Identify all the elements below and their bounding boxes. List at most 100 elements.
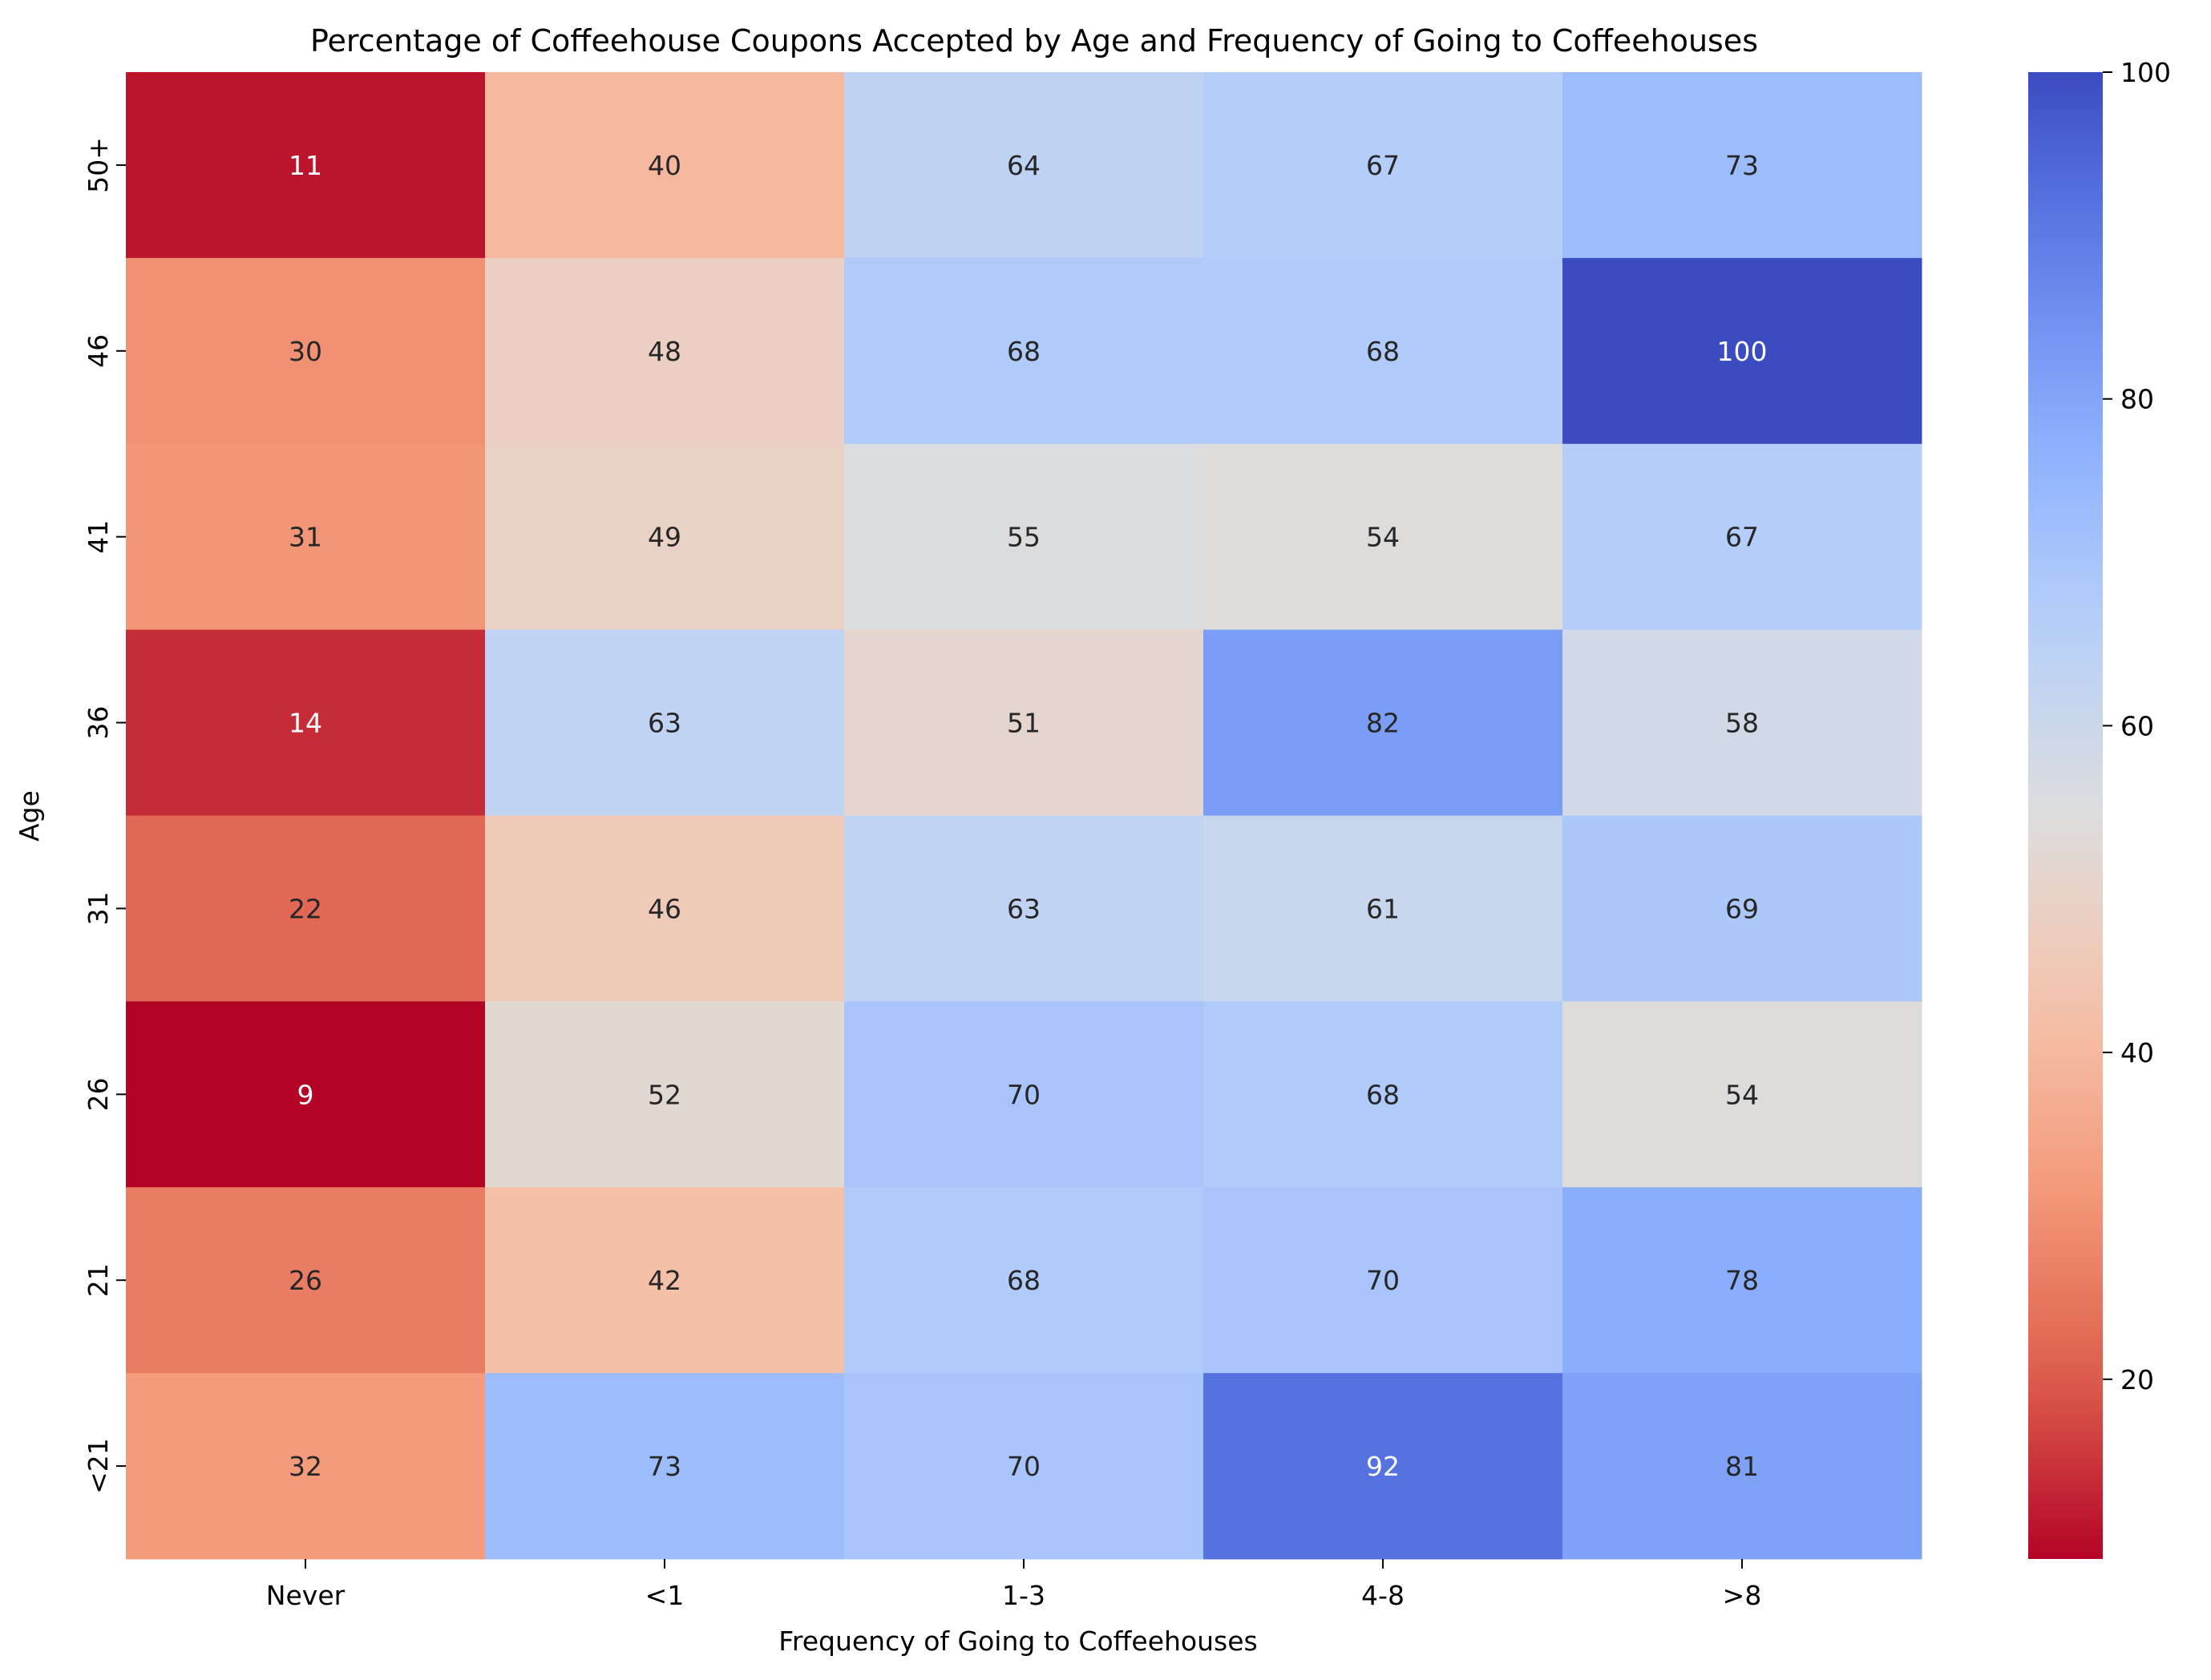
cell-value-label: 63 (648, 708, 681, 739)
cell-value-label: 31 (289, 522, 322, 553)
heatmap-cell (1562, 443, 1922, 631)
heatmap-cell (485, 1373, 845, 1560)
cell-value-label: 73 (648, 1451, 681, 1482)
cell-value-label: 70 (1007, 1079, 1041, 1110)
x-axis-label: Frequency of Going to Coffeehouses (778, 1625, 1257, 1657)
cell-value-label: 40 (648, 150, 681, 181)
heatmap-cell (485, 1001, 845, 1188)
cell-value-label: 67 (1725, 522, 1759, 553)
cell-value-label: 14 (289, 708, 322, 739)
heatmap-cell (1203, 1373, 1563, 1560)
cell-value-label: 70 (1366, 1265, 1400, 1296)
y-tick-label: 21 (83, 1263, 114, 1297)
cell-value-label: 68 (1007, 1265, 1041, 1296)
colorbar-gradient (2028, 72, 2103, 1559)
y-axis: 50+ 46 41 36 31 26 21 <21 (83, 137, 126, 1494)
heatmap-cell (1203, 72, 1563, 259)
y-tick-label: 50+ (83, 137, 114, 193)
cell-value-label: 52 (648, 1079, 681, 1110)
cell-value-label: 64 (1007, 150, 1041, 181)
heatmap-cell (485, 1187, 845, 1374)
cell-value-label: 82 (1366, 708, 1400, 739)
x-tick-label: 1-3 (1002, 1580, 1045, 1611)
heatmap-cell (844, 72, 1204, 259)
x-axis: Never <1 1-3 4-8 >8 (266, 1559, 1762, 1611)
colorbar-tick-label: 80 (2120, 384, 2154, 415)
heatmap-cell (1562, 1001, 1922, 1188)
cell-value-label: 81 (1725, 1451, 1759, 1482)
cell-value-label: 68 (1366, 1079, 1400, 1110)
cell-value-label: 63 (1007, 893, 1041, 924)
heatmap-cell (126, 815, 486, 1002)
heatmap-cell (1203, 815, 1563, 1002)
chart-title: Percentage of Coffeehouse Coupons Accept… (310, 23, 1758, 59)
y-tick-label: 36 (83, 706, 114, 740)
heatmap-cell (844, 443, 1204, 631)
heatmap-cell (844, 1001, 1204, 1188)
heatmap-cell (844, 629, 1204, 816)
cell-value-label: 69 (1725, 893, 1759, 924)
heatmap-cell (485, 72, 845, 259)
heatmap-cell (126, 72, 486, 259)
heatmap-cell (1203, 443, 1563, 631)
cell-value-label: 92 (1366, 1451, 1400, 1482)
y-tick-label: 41 (83, 520, 114, 554)
cell-value-label: 51 (1007, 708, 1041, 739)
heatmap-cell (1203, 1001, 1563, 1188)
heatmap-cell (1562, 1373, 1922, 1560)
cell-value-label: 58 (1725, 708, 1759, 739)
cell-value-label: 32 (289, 1451, 322, 1482)
heatmap-cell (126, 1187, 486, 1374)
y-tick-label: 31 (83, 891, 114, 925)
cell-value-label: 68 (1366, 336, 1400, 367)
heatmap-cell (844, 815, 1204, 1002)
cell-value-label: 100 (1717, 336, 1768, 367)
colorbar-tick-label: 60 (2120, 710, 2154, 741)
heatmap-cell (1562, 72, 1922, 259)
heatmap-cell (485, 443, 845, 631)
heatmap-cell (485, 629, 845, 816)
heatmap-cells: 11 40 64 67 73 30 48 68 68 100 31 49 55 54 67 14 63 51 82 5… (126, 72, 1922, 1560)
colorbar-tick-label: 40 (2120, 1037, 2154, 1068)
heatmap-cell (844, 257, 1204, 445)
cell-value-label: 61 (1366, 893, 1400, 924)
heatmap-cell (1562, 257, 1922, 445)
heatmap-cell (126, 443, 486, 631)
cell-value-label: 48 (648, 336, 681, 367)
cell-value-label: 54 (1366, 522, 1400, 553)
x-tick-label: 4-8 (1361, 1580, 1405, 1611)
y-tick-label: <21 (83, 1438, 114, 1494)
heatmap-cell (485, 815, 845, 1002)
heatmap-cell (1562, 815, 1922, 1002)
colorbar: 20 40 60 80 100 (2028, 57, 2171, 1559)
y-tick-label: 26 (83, 1077, 114, 1111)
cell-value-label: 42 (648, 1265, 681, 1296)
cell-value-label: 49 (648, 522, 681, 553)
cell-value-label: 73 (1725, 150, 1759, 181)
heatmap-cell (126, 1001, 486, 1188)
heatmap-cell (1562, 629, 1922, 816)
heatmap-cell (1203, 257, 1563, 445)
y-tick-label: 46 (83, 334, 114, 368)
cell-value-label: 67 (1366, 150, 1400, 181)
cell-value-label: 70 (1007, 1451, 1041, 1482)
cell-value-label: 78 (1725, 1265, 1759, 1296)
heatmap-cell (1203, 1187, 1563, 1374)
cell-value-label: 30 (289, 336, 322, 367)
heatmap-cell (844, 1373, 1204, 1560)
cell-value-label: 46 (648, 893, 681, 924)
heatmap-cell (126, 1373, 486, 1560)
heatmap-cell (126, 257, 486, 445)
cell-value-label: 9 (297, 1079, 314, 1110)
cell-value-label: 26 (289, 1265, 322, 1296)
cell-value-label: 54 (1725, 1079, 1759, 1110)
y-axis-label: Age (14, 790, 45, 842)
heatmap-cell (126, 629, 486, 816)
heatmap-cell (844, 1187, 1204, 1374)
colorbar-tick-label: 100 (2120, 57, 2171, 88)
cell-value-label: 22 (289, 893, 322, 924)
x-tick-label: >8 (1723, 1580, 1762, 1611)
cell-value-label: 55 (1007, 522, 1041, 553)
colorbar-tick-label: 20 (2120, 1364, 2154, 1395)
